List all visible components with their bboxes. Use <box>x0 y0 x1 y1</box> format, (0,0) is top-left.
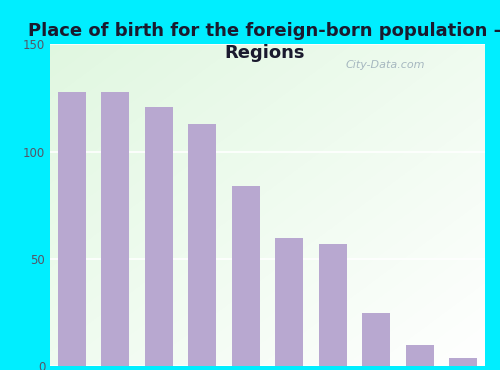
Bar <box>144 107 173 366</box>
Bar <box>58 92 86 366</box>
Text: Place of birth for the foreign-born population -
Regions: Place of birth for the foreign-born popu… <box>28 22 500 63</box>
Bar <box>188 124 216 366</box>
Text: City-Data.com: City-Data.com <box>346 60 426 71</box>
Bar <box>406 345 434 366</box>
Bar <box>318 244 347 366</box>
Bar <box>232 186 260 366</box>
Bar <box>449 358 478 366</box>
Bar <box>362 313 390 366</box>
Bar <box>275 238 304 366</box>
Bar <box>101 92 130 366</box>
